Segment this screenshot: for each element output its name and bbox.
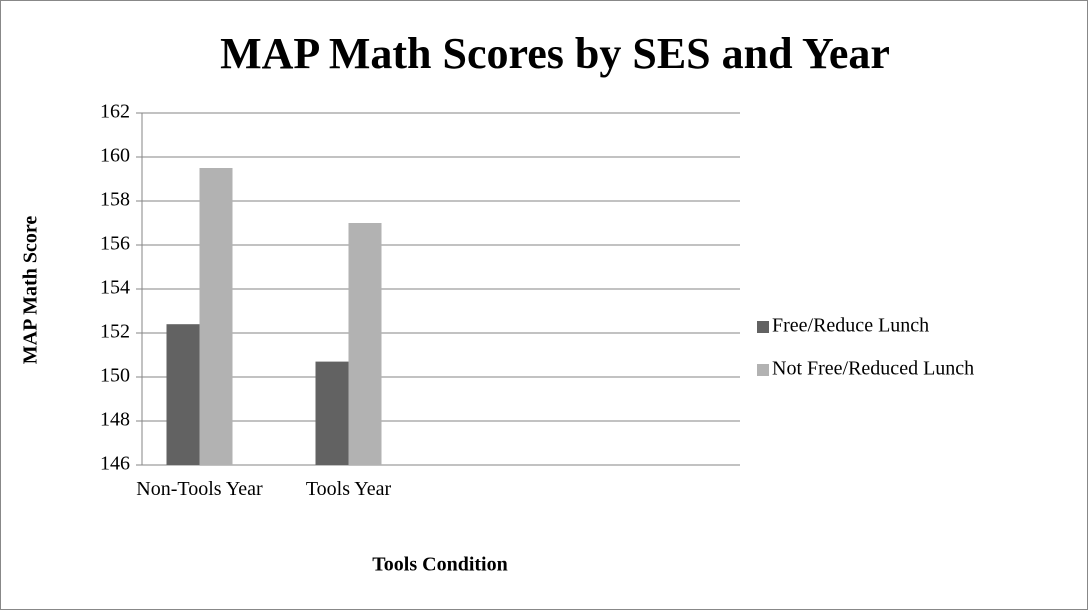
y-tick-label: 152 — [100, 321, 130, 343]
x-tick-label-box: Non-Tools Year — [136, 478, 263, 500]
legend-swatch — [757, 321, 769, 333]
bar — [315, 361, 349, 465]
legend-swatch — [757, 364, 769, 376]
bar — [199, 168, 233, 465]
chart-title: MAP Math Scores by SES and Year — [220, 29, 890, 78]
bar — [166, 324, 200, 465]
y-tick-label: 162 — [100, 101, 130, 123]
legend-label: Not Free/Reduced Lunch — [772, 358, 974, 380]
x-tick-label: Tools Year — [305, 478, 392, 500]
y-tick-label: 150 — [100, 365, 130, 387]
y-tick-label: 146 — [100, 453, 130, 475]
legend-label: Free/Reduce Lunch — [772, 315, 929, 337]
y-axis-label: MAP Math Score — [20, 216, 42, 365]
y-tick-label: 160 — [100, 145, 130, 167]
x-axis-label: Tools Condition — [372, 554, 507, 576]
bar — [348, 223, 382, 465]
y-tick-label: 154 — [100, 277, 130, 299]
y-tick-label: 158 — [100, 189, 130, 211]
x-tick-label: Non-Tools Year — [136, 478, 263, 500]
y-tick-label: 148 — [100, 409, 130, 431]
y-tick-label: 156 — [100, 233, 130, 255]
x-tick-label-box: Tools Year — [305, 478, 392, 500]
